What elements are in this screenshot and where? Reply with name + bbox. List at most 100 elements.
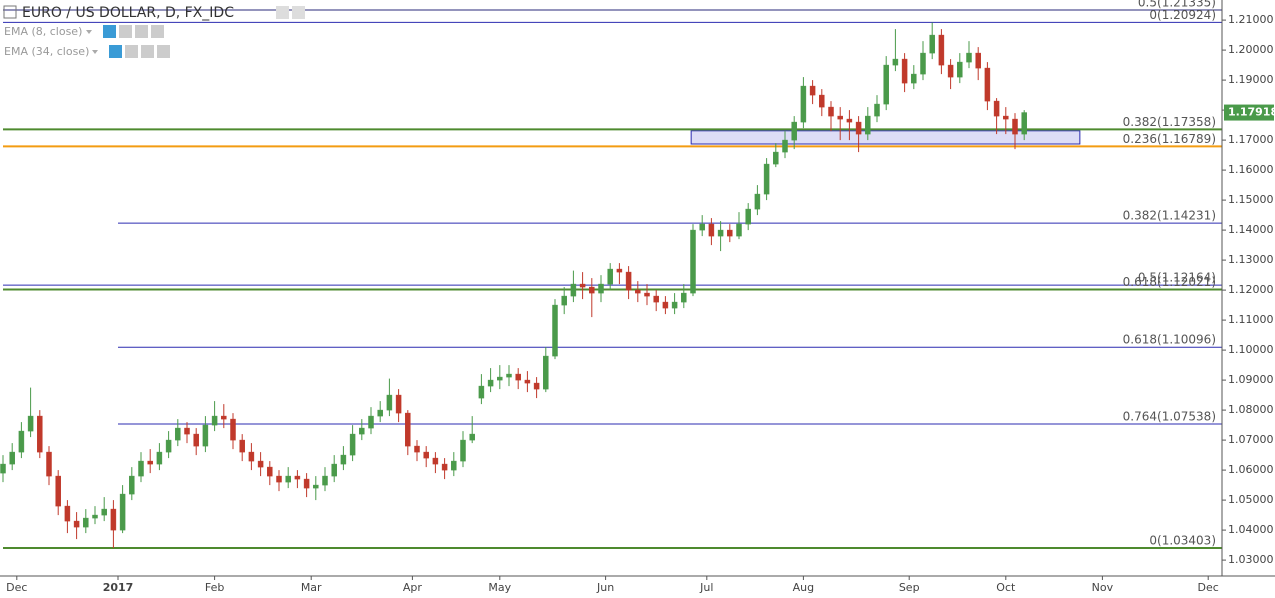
- candle-body: [405, 412, 411, 447]
- collapse-icon[interactable]: [3, 5, 17, 19]
- candle-body: [451, 460, 457, 471]
- fib-level-label: 0.764(1.07538): [1123, 409, 1216, 423]
- y-tick-label: 1.07000: [1228, 433, 1274, 446]
- candle-body: [313, 484, 319, 489]
- candle-body: [533, 382, 540, 390]
- close-icon[interactable]: [292, 6, 305, 19]
- candle-body: [239, 439, 245, 453]
- settings-icon[interactable]: [276, 6, 289, 19]
- fib-level-label: 0(1.20924): [1149, 8, 1216, 22]
- y-tick-label: 1.11000: [1228, 313, 1274, 326]
- candle-body: [9, 451, 15, 465]
- x-tick-label: Jul: [699, 581, 713, 594]
- candle-body: [598, 283, 604, 294]
- candle-body: [478, 385, 485, 399]
- y-tick-label: 1.20000: [1228, 43, 1274, 56]
- candle-body: [524, 379, 531, 384]
- candle-body: [690, 229, 696, 294]
- candle-body: [681, 292, 687, 303]
- symbol-title: EURO / US DOLLAR, D, FX_IDC: [22, 5, 234, 21]
- fib-level-label: 0.5(1.12164): [1138, 271, 1216, 285]
- candle-body: [828, 106, 834, 117]
- candle-body: [782, 139, 788, 153]
- remove-icon[interactable]: [157, 45, 170, 58]
- candle-body: [552, 304, 558, 357]
- candle-body: [892, 58, 899, 66]
- candle-body: [92, 514, 98, 519]
- settings-icon[interactable]: [119, 25, 132, 38]
- candle-body: [165, 439, 172, 453]
- settings-icon[interactable]: [125, 45, 138, 58]
- candle-body: [901, 58, 908, 84]
- candle-body: [55, 475, 61, 507]
- candle-body: [248, 451, 255, 462]
- x-tick-label: Feb: [205, 581, 224, 594]
- candle-body: [267, 466, 273, 477]
- candle-body: [579, 283, 586, 288]
- y-tick-label: 1.05000: [1228, 493, 1274, 506]
- candle-body: [368, 415, 374, 429]
- candle-body: [671, 301, 678, 309]
- candle-body: [257, 460, 264, 468]
- y-tick-label: 1.09000: [1228, 373, 1274, 386]
- candle-body: [754, 193, 761, 210]
- candle-body: [635, 289, 641, 294]
- candle-body: [543, 355, 549, 390]
- x-tick-label: Mar: [301, 581, 322, 594]
- y-tick-label: 1.21000: [1228, 13, 1274, 26]
- candle-body: [570, 283, 577, 297]
- indicator-label: EMA (34, close): [4, 45, 89, 58]
- dropdown-icon[interactable]: [92, 50, 98, 54]
- candle-body: [589, 286, 595, 294]
- candle-body: [83, 517, 89, 528]
- candle-body: [294, 475, 301, 480]
- candle-body: [64, 505, 71, 522]
- candle-body: [27, 415, 34, 432]
- candle-body: [947, 64, 954, 78]
- y-tick-label: 1.08000: [1228, 403, 1274, 416]
- candle-body: [865, 115, 871, 135]
- eye-icon[interactable]: [109, 45, 122, 58]
- candle-body: [883, 64, 889, 105]
- candle-body: [800, 85, 807, 123]
- candle-body: [837, 115, 843, 120]
- fib-level-label: 0.382(1.17358): [1123, 115, 1216, 129]
- x-tick-label: Dec: [1198, 581, 1219, 594]
- candle-body: [993, 100, 1000, 117]
- candle-body: [211, 415, 218, 426]
- y-tick-label: 1.16000: [1228, 163, 1274, 176]
- last-price-tag: [1224, 104, 1274, 121]
- candle-body: [1003, 115, 1009, 120]
- candle-body: [175, 427, 181, 441]
- candle-body: [773, 151, 779, 165]
- eye-icon[interactable]: [103, 25, 116, 38]
- candle-body: [0, 463, 6, 474]
- remove-icon[interactable]: [151, 25, 164, 38]
- indicator-label: EMA (8, close): [4, 25, 82, 38]
- candle-body: [662, 301, 669, 309]
- candle-body: [874, 103, 880, 117]
- candle-body: [708, 223, 715, 237]
- candles: [0, 22, 1027, 549]
- candle-body: [966, 52, 972, 63]
- add-icon[interactable]: [141, 45, 154, 58]
- fib-level-label: 0.382(1.14231): [1123, 209, 1216, 223]
- fib-level-label: 0.236(1.16789): [1123, 132, 1216, 146]
- candle-body: [349, 433, 356, 456]
- candle-body: [423, 451, 429, 459]
- candle-body: [184, 427, 190, 435]
- candle-body: [515, 373, 521, 381]
- candle-body: [147, 460, 153, 465]
- x-tick-label: Oct: [996, 581, 1016, 594]
- candle-body: [920, 52, 926, 75]
- add-icon[interactable]: [135, 25, 148, 38]
- candle-body: [46, 451, 52, 477]
- candle-body: [285, 475, 291, 483]
- candle-body: [395, 394, 402, 414]
- x-tick-label: Nov: [1092, 581, 1114, 594]
- candle-body: [717, 229, 724, 237]
- candle-body: [414, 445, 420, 453]
- y-tick-label: 1.13000: [1228, 253, 1274, 266]
- candle-body: [18, 430, 25, 453]
- dropdown-icon[interactable]: [86, 30, 92, 34]
